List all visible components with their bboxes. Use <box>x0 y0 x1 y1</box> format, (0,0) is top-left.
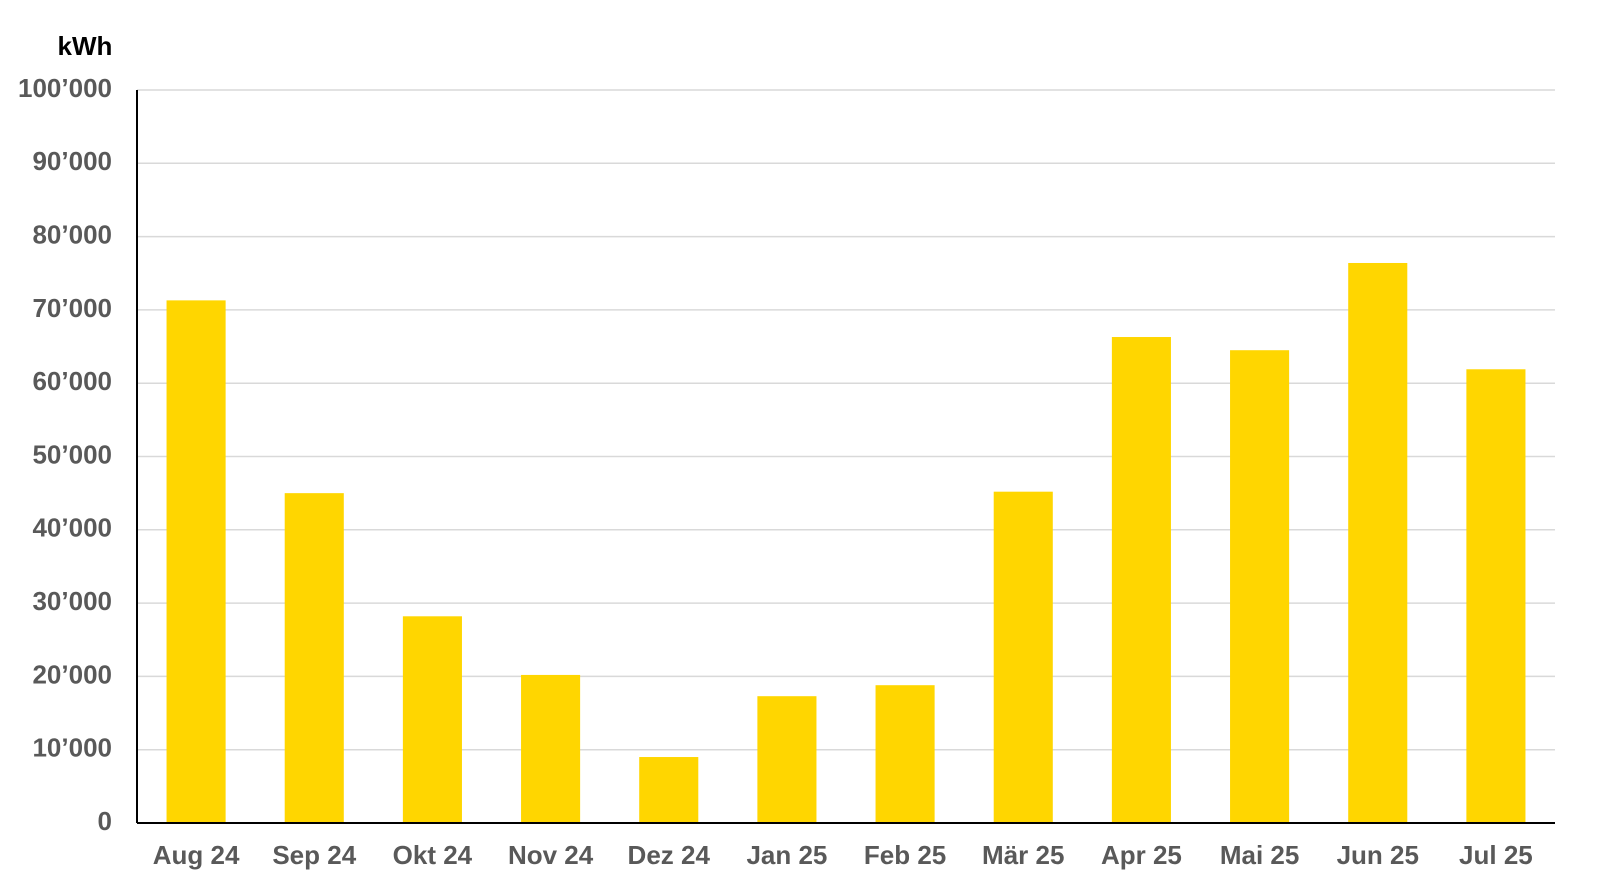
x-tick-label: Sep 24 <box>272 840 356 870</box>
y-tick-label: 10’000 <box>32 733 112 763</box>
x-tick-label: Aug 24 <box>153 840 240 870</box>
bar <box>166 300 226 824</box>
bar <box>639 757 699 823</box>
y-tick-label: 50’000 <box>32 439 112 469</box>
bar <box>521 674 581 823</box>
y-tick-label: 0 <box>98 806 112 836</box>
bar <box>1466 369 1526 823</box>
y-tick-label: 100’000 <box>18 73 112 103</box>
bar <box>402 616 462 823</box>
bar <box>757 696 817 823</box>
x-tick-label: Dez 24 <box>628 840 711 870</box>
x-tick-label: Feb 25 <box>864 840 946 870</box>
y-axis-label: kWh <box>58 31 113 61</box>
bar <box>875 685 935 823</box>
x-tick-label: Jan 25 <box>746 840 827 870</box>
y-tick-label: 20’000 <box>32 659 112 689</box>
x-tick-label: Nov 24 <box>508 840 594 870</box>
y-tick-label: 60’000 <box>32 366 112 396</box>
x-tick-label: Mai 25 <box>1220 840 1300 870</box>
y-tick-label: 40’000 <box>32 513 112 543</box>
bar <box>1111 337 1171 823</box>
x-tick-label: Jul 25 <box>1459 840 1533 870</box>
y-tick-label: 90’000 <box>32 146 112 176</box>
x-tick-label: Apr 25 <box>1101 840 1182 870</box>
bar <box>284 493 344 823</box>
y-tick-label: 80’000 <box>32 219 112 249</box>
x-tick-label: Mär 25 <box>982 840 1064 870</box>
x-tick-label: Jun 25 <box>1337 840 1419 870</box>
bar <box>1348 262 1408 823</box>
y-tick-label: 70’000 <box>32 293 112 323</box>
bar <box>1230 350 1290 823</box>
y-tick-label: 30’000 <box>32 586 112 616</box>
x-tick-label: Okt 24 <box>393 840 473 870</box>
bar <box>993 491 1053 823</box>
